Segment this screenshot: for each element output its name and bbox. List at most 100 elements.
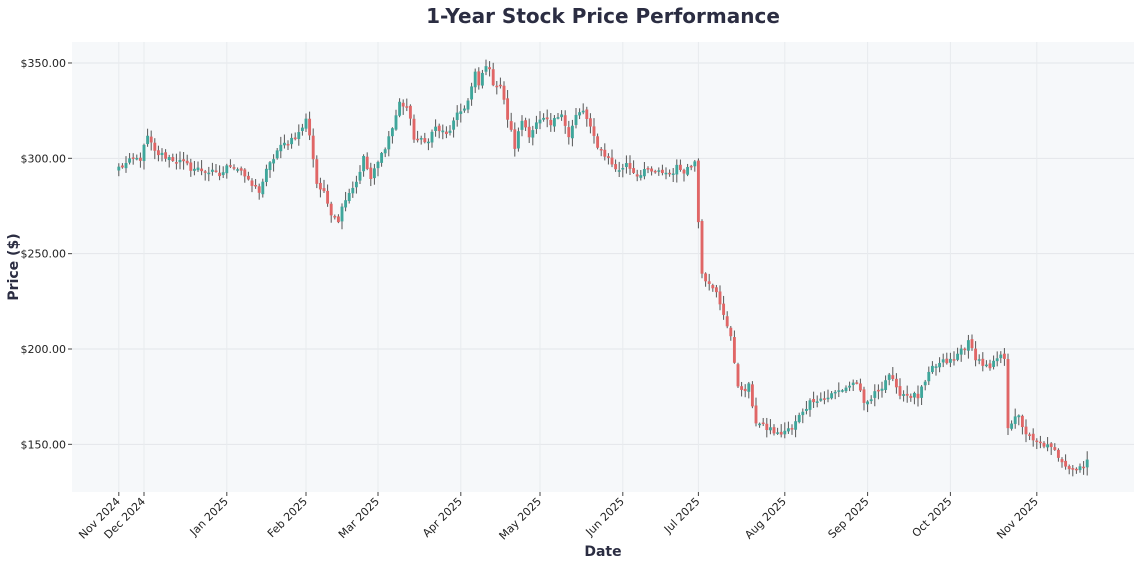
candle-body-up bbox=[455, 112, 459, 121]
candle-body-down bbox=[790, 428, 794, 430]
candle-body-up bbox=[786, 428, 790, 432]
candle-body-up bbox=[758, 423, 762, 426]
candle-body-up bbox=[977, 359, 981, 361]
candle-body-down bbox=[779, 431, 783, 435]
candle-body-up bbox=[419, 138, 423, 140]
candle-body-down bbox=[495, 85, 499, 88]
candle-body-down bbox=[1082, 466, 1086, 469]
x-tick-label: Feb 2025 bbox=[265, 495, 310, 540]
candle-body-down bbox=[322, 188, 326, 192]
candle-body-up bbox=[797, 414, 801, 423]
candle-body-up bbox=[520, 120, 524, 130]
candle-body-up bbox=[840, 390, 844, 392]
candle-body-up bbox=[851, 382, 855, 386]
candle-body-down bbox=[858, 383, 862, 391]
candle-body-down bbox=[898, 386, 902, 396]
candle-body-down bbox=[250, 180, 254, 186]
candle-body-up bbox=[884, 380, 888, 390]
candles bbox=[117, 59, 1089, 477]
candle-body-down bbox=[156, 150, 160, 156]
x-tick-label: Oct 2025 bbox=[910, 495, 955, 540]
candle-body-up bbox=[808, 400, 812, 410]
candle-body-down bbox=[974, 348, 978, 361]
candle-body-down bbox=[423, 138, 427, 143]
candle-body-down bbox=[646, 168, 650, 170]
candle-body-down bbox=[729, 327, 733, 337]
candle-body-up bbox=[466, 100, 470, 110]
x-tick-label: Aug 2025 bbox=[742, 495, 789, 542]
candle-body-up bbox=[833, 391, 837, 394]
candle-body-up bbox=[534, 122, 538, 129]
candle-body-up bbox=[1085, 459, 1089, 468]
x-tick-label: May 2025 bbox=[497, 495, 545, 543]
candle-body-up bbox=[282, 142, 286, 146]
candle-body-up bbox=[351, 187, 355, 194]
candle-body-up bbox=[470, 86, 474, 100]
candle-body-down bbox=[239, 168, 243, 171]
candle-body-down bbox=[232, 167, 236, 169]
candle-body-up bbox=[441, 130, 445, 133]
candle-body-down bbox=[254, 184, 258, 187]
candle-body-up bbox=[264, 168, 268, 183]
candle-body-down bbox=[635, 174, 639, 177]
candle-body-up bbox=[556, 117, 560, 119]
candle-body-down bbox=[653, 170, 657, 173]
candle-body-down bbox=[599, 148, 603, 151]
candle-body-down bbox=[700, 221, 704, 274]
candle-body-up bbox=[1078, 466, 1082, 471]
candle-body-up bbox=[135, 157, 139, 160]
candle-body-down bbox=[696, 160, 700, 223]
candle-body-down bbox=[293, 137, 297, 140]
candle-body-down bbox=[772, 427, 776, 434]
candle-body-down bbox=[189, 162, 193, 171]
candle-body-up bbox=[178, 159, 182, 163]
candle-body-down bbox=[822, 398, 826, 400]
candle-body-down bbox=[563, 115, 567, 126]
x-tick-label: Nov 2025 bbox=[994, 495, 1041, 542]
candle-body-down bbox=[336, 216, 340, 223]
candle-body-up bbox=[804, 408, 808, 411]
candle-body-down bbox=[916, 393, 920, 399]
candle-body-down bbox=[981, 358, 985, 366]
candle-body-down bbox=[477, 71, 481, 86]
candle-body-up bbox=[297, 132, 301, 139]
candle-body-down bbox=[405, 106, 409, 108]
candle-body-down bbox=[732, 337, 736, 363]
candle-body-down bbox=[1006, 359, 1010, 429]
candle-body-up bbox=[275, 150, 279, 159]
candle-body-up bbox=[221, 172, 225, 176]
candle-body-down bbox=[412, 118, 416, 140]
candle-body-down bbox=[678, 164, 682, 170]
candle-body-up bbox=[1013, 416, 1017, 424]
candle-body-down bbox=[174, 162, 178, 164]
candle-body-up bbox=[538, 119, 542, 124]
candle-body-up bbox=[362, 156, 366, 172]
candle-body-down bbox=[722, 303, 726, 315]
candle-body-up bbox=[434, 126, 438, 131]
y-axis-label: Price ($) bbox=[6, 233, 22, 300]
candle-body-down bbox=[650, 168, 654, 172]
candle-body-up bbox=[776, 432, 780, 434]
candle-body-down bbox=[1035, 440, 1039, 443]
candle-body-down bbox=[1074, 468, 1078, 471]
candle-body-down bbox=[527, 126, 531, 138]
candle-body-down bbox=[603, 149, 607, 157]
candle-body-down bbox=[333, 215, 337, 218]
candle-body-up bbox=[347, 192, 351, 202]
candle-body-up bbox=[995, 358, 999, 362]
candle-body-down bbox=[592, 126, 596, 136]
candle-body-down bbox=[567, 127, 571, 138]
candle-body-up bbox=[866, 401, 870, 405]
candle-body-down bbox=[682, 169, 686, 174]
candle-body-up bbox=[966, 340, 970, 351]
candle-body-up bbox=[398, 101, 402, 116]
candle-body-up bbox=[261, 181, 265, 195]
candle-body-up bbox=[768, 427, 772, 431]
x-tick-label: Mar 2025 bbox=[336, 495, 382, 541]
candle-body-down bbox=[182, 159, 186, 162]
candle-body-down bbox=[1002, 353, 1006, 359]
candle-body-down bbox=[610, 157, 614, 165]
candle-body-down bbox=[952, 359, 956, 361]
candle-body-down bbox=[200, 168, 204, 172]
candle-body-down bbox=[408, 105, 412, 119]
